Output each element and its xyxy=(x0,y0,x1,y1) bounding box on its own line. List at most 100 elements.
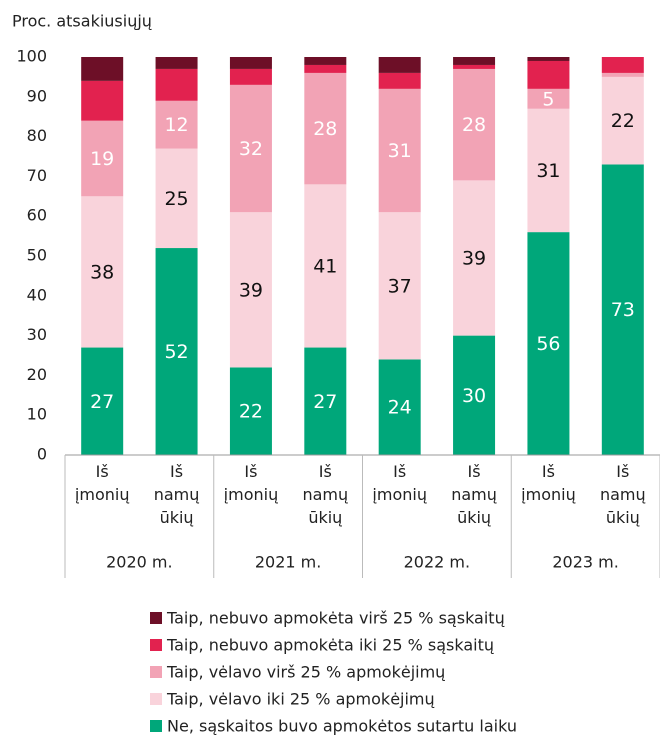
bar-segment xyxy=(453,68,496,181)
data-label: 56 xyxy=(536,333,560,355)
x-tick-label-line: ūkių xyxy=(606,508,640,527)
bar-segment xyxy=(527,60,570,89)
bar-segment xyxy=(304,72,347,185)
data-label: 22 xyxy=(611,110,635,132)
data-label: 27 xyxy=(313,391,337,413)
data-label: 31 xyxy=(536,160,560,182)
data-label: 24 xyxy=(388,397,412,419)
bar-segment xyxy=(304,347,347,455)
bar-segment xyxy=(527,108,570,233)
bar-segment xyxy=(453,335,496,455)
legend-label: Taip, nebuvo apmokėta iki 25 % sąskaitų xyxy=(166,636,494,655)
group-label: 2023 m. xyxy=(552,553,618,572)
x-tick-label-line: namų xyxy=(154,485,200,504)
bar-segment xyxy=(453,180,496,336)
x-tick-label-line: įmonių xyxy=(372,485,427,504)
x-tick-label-line: Iš xyxy=(96,462,109,481)
data-label: 22 xyxy=(239,401,263,423)
bar-segment xyxy=(378,359,421,455)
bar-segment xyxy=(155,100,198,149)
y-tick-label: 80 xyxy=(27,126,47,145)
data-label: 30 xyxy=(462,385,486,407)
bar-segment xyxy=(601,164,644,455)
data-label: 41 xyxy=(313,255,337,277)
data-label: 12 xyxy=(164,114,188,136)
x-tick-label-line: namų xyxy=(451,485,497,504)
x-tick-label-line: Iš xyxy=(393,462,406,481)
legend-swatch xyxy=(150,612,162,624)
data-label: 37 xyxy=(388,275,412,297)
legend-swatch xyxy=(150,693,162,705)
bar-segment xyxy=(527,232,570,455)
bar-segment xyxy=(229,367,272,455)
y-tick-label: 20 xyxy=(27,365,47,384)
data-label: 28 xyxy=(313,118,337,140)
x-tick-label-line: įmonių xyxy=(75,485,130,504)
x-tick-label: Iš įmonių xyxy=(75,462,130,504)
x-tick-label: Iš namų ūkių xyxy=(302,462,348,527)
bar-segment xyxy=(155,148,198,249)
x-tick-label-line: Iš xyxy=(542,462,555,481)
data-label: 39 xyxy=(239,279,263,301)
group-label: 2021 m. xyxy=(255,553,321,572)
legend-swatch xyxy=(150,639,162,651)
bar-segment xyxy=(601,72,644,77)
bar-segment xyxy=(378,88,421,213)
data-label: 31 xyxy=(388,140,412,162)
bar-segment xyxy=(601,57,644,73)
y-tick-label: 30 xyxy=(27,325,47,344)
legend-label: Taip, nebuvo apmokėta virš 25 % sąskaitų xyxy=(166,609,505,628)
y-tick-label: 70 xyxy=(27,166,47,185)
bar-segment xyxy=(378,72,421,89)
legend-swatch xyxy=(150,666,162,678)
y-tick-label: 50 xyxy=(27,246,47,265)
x-tick-label-line: namų xyxy=(600,485,646,504)
bar-segment xyxy=(601,76,644,165)
bar-segment xyxy=(527,57,570,61)
bar-segment xyxy=(81,347,124,455)
bar-segment xyxy=(81,57,124,81)
bar-segment xyxy=(527,88,570,109)
y-tick-label: 90 xyxy=(27,86,47,105)
x-tick-label-line: Iš xyxy=(468,462,481,481)
data-label: 73 xyxy=(611,299,635,321)
y-tick-label: 10 xyxy=(27,405,47,424)
bar-segment xyxy=(304,57,347,65)
x-tick-label-line: ūkių xyxy=(308,508,342,527)
data-label: 38 xyxy=(90,261,114,283)
data-label: 5 xyxy=(542,88,554,110)
x-tick-label-line: įmonių xyxy=(521,485,576,504)
x-tick-label: Iš namų ūkių xyxy=(600,462,646,527)
x-tick-label-line: Iš xyxy=(244,462,257,481)
y-axis-label: Proc. atsakiusiųjų xyxy=(12,12,152,31)
bar-segment xyxy=(155,248,198,455)
x-tick-label-line: namų xyxy=(302,485,348,504)
group-label: 2020 m. xyxy=(106,553,172,572)
data-label: 52 xyxy=(164,341,188,363)
bar-segment xyxy=(229,68,272,85)
x-tick-label: Iš įmonių xyxy=(224,462,279,504)
legend-label: Taip, vėlavo iki 25 % apmokėjimų xyxy=(166,690,435,709)
bar-segment xyxy=(229,84,272,213)
legend-label: Taip, vėlavo virš 25 % apmokėjimų xyxy=(166,663,445,682)
bar-segment xyxy=(229,57,272,69)
bar-segment xyxy=(155,68,198,101)
x-tick-label-line: ūkių xyxy=(457,508,491,527)
data-label: 28 xyxy=(462,114,486,136)
y-tick-label: 0 xyxy=(37,445,47,464)
data-label: 19 xyxy=(90,148,114,170)
data-label: 25 xyxy=(164,188,188,210)
bar-segment xyxy=(81,196,124,348)
bar-segment xyxy=(453,57,496,65)
data-label: 27 xyxy=(90,391,114,413)
bar-segment xyxy=(229,212,272,368)
bar-segment xyxy=(81,80,124,121)
bar-segment xyxy=(378,212,421,360)
x-tick-label-line: Iš xyxy=(319,462,332,481)
bar-segment xyxy=(378,57,421,73)
x-tick-label-line: ūkių xyxy=(160,508,194,527)
legend-swatch xyxy=(150,720,162,732)
bar-segment xyxy=(304,64,347,73)
data-label: 39 xyxy=(462,247,486,269)
